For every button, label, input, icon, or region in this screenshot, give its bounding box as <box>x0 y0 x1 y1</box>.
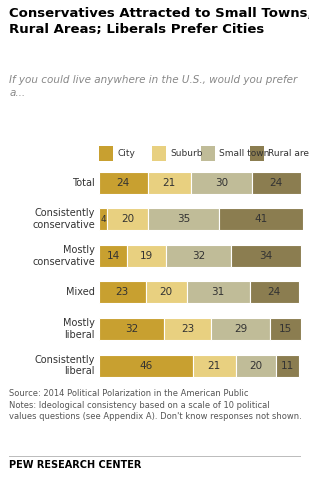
Text: Mostly
liberal: Mostly liberal <box>63 318 95 340</box>
Text: 21: 21 <box>207 361 221 370</box>
Text: 32: 32 <box>192 251 205 261</box>
Text: Source: 2014 Political Polarization in the American Public
Notes: Ideological co: Source: 2014 Political Polarization in t… <box>9 389 302 421</box>
Bar <box>99 355 193 377</box>
Bar <box>99 171 148 194</box>
Bar <box>107 208 148 230</box>
Text: City: City <box>117 148 135 157</box>
Text: 20: 20 <box>160 287 173 298</box>
Bar <box>219 208 303 230</box>
Bar <box>146 282 187 303</box>
Bar <box>148 171 191 194</box>
Text: If you could live anywhere in the U.S., would you prefer
a...: If you could live anywhere in the U.S., … <box>9 75 298 98</box>
Text: 24: 24 <box>268 287 281 298</box>
Text: 20: 20 <box>121 214 134 224</box>
Bar <box>193 355 235 377</box>
Bar <box>99 146 113 161</box>
Text: 41: 41 <box>254 214 268 224</box>
Text: Conservatives Attracted to Small Towns,
Rural Areas; Liberals Prefer Cities: Conservatives Attracted to Small Towns, … <box>9 7 309 36</box>
Text: Consistently
liberal: Consistently liberal <box>34 355 95 376</box>
Bar <box>231 245 301 267</box>
Bar <box>127 245 166 267</box>
Bar <box>250 282 299 303</box>
Text: 32: 32 <box>125 324 138 334</box>
Bar <box>99 245 127 267</box>
Text: 35: 35 <box>177 214 190 224</box>
Text: 23: 23 <box>116 287 129 298</box>
Bar <box>99 208 107 230</box>
Bar <box>164 318 211 340</box>
Text: 20: 20 <box>249 361 262 370</box>
Text: 4: 4 <box>100 214 106 224</box>
Text: Consistently
conservative: Consistently conservative <box>32 208 95 230</box>
Bar <box>99 318 164 340</box>
Text: 29: 29 <box>234 324 247 334</box>
Text: 23: 23 <box>181 324 194 334</box>
Bar <box>250 146 264 161</box>
Text: Rural area: Rural area <box>268 148 309 157</box>
Text: 15: 15 <box>279 324 292 334</box>
Text: Mixed: Mixed <box>66 287 95 298</box>
Text: 31: 31 <box>212 287 225 298</box>
Bar <box>276 355 299 377</box>
Text: 46: 46 <box>139 361 152 370</box>
Text: 11: 11 <box>281 361 294 370</box>
Bar <box>211 318 270 340</box>
Text: 24: 24 <box>117 178 130 187</box>
Text: Suburb: Suburb <box>170 148 203 157</box>
Bar <box>166 245 231 267</box>
Bar <box>201 146 215 161</box>
Bar <box>187 282 250 303</box>
Bar <box>148 208 219 230</box>
Text: Total: Total <box>72 178 95 187</box>
Bar <box>270 318 301 340</box>
Text: PEW RESEARCH CENTER: PEW RESEARCH CENTER <box>9 460 142 470</box>
Text: Small town: Small town <box>219 148 269 157</box>
Text: 24: 24 <box>270 178 283 187</box>
Bar <box>252 171 301 194</box>
Bar <box>99 282 146 303</box>
Bar <box>235 355 276 377</box>
Text: 30: 30 <box>215 178 228 187</box>
Text: Mostly
conservative: Mostly conservative <box>32 245 95 267</box>
Text: 14: 14 <box>107 251 120 261</box>
Text: 21: 21 <box>163 178 176 187</box>
Bar <box>191 171 252 194</box>
Text: 19: 19 <box>140 251 154 261</box>
Bar <box>152 146 166 161</box>
Text: 34: 34 <box>260 251 273 261</box>
